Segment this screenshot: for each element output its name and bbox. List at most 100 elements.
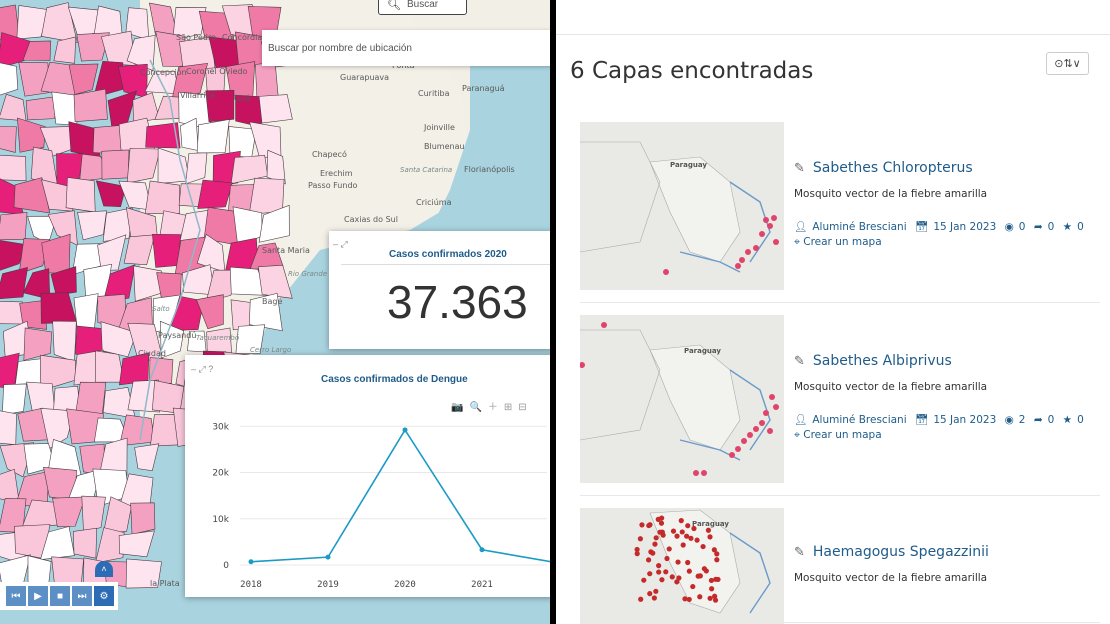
map-region[interactable] bbox=[95, 527, 125, 564]
chart-widget-controls[interactable]: – ⤢ ? bbox=[191, 364, 214, 374]
map-region[interactable] bbox=[52, 320, 77, 363]
map-region[interactable] bbox=[94, 350, 125, 383]
map-region[interactable] bbox=[52, 496, 86, 528]
line-chart[interactable]: 0 10k 20k 30k 2018 2019 2020 2021 bbox=[185, 355, 550, 597]
map-region[interactable] bbox=[73, 88, 108, 122]
map-region[interactable] bbox=[0, 93, 27, 122]
map-region[interactable] bbox=[196, 294, 224, 330]
play-icon[interactable]: ▶ bbox=[28, 586, 48, 606]
stat-widget[interactable]: – ⤢ Casos confirmados 2020 37.363 bbox=[329, 231, 550, 349]
layer-thumbnail[interactable]: Paraguay bbox=[580, 508, 784, 624]
map-region[interactable] bbox=[18, 238, 50, 275]
map-region[interactable] bbox=[0, 154, 27, 181]
map-region[interactable] bbox=[126, 34, 156, 71]
map-region[interactable] bbox=[196, 119, 230, 154]
layer-thumbnail[interactable]: Paraguay bbox=[580, 122, 784, 290]
map-region[interactable] bbox=[0, 126, 17, 153]
map-region[interactable] bbox=[205, 90, 235, 123]
map-region[interactable] bbox=[16, 5, 50, 40]
map-region[interactable] bbox=[73, 293, 99, 331]
layer-title-link[interactable]: ✎ Sabethes Chloropterus bbox=[794, 160, 973, 176]
layer-card[interactable]: Paraguay ✎ Sabethes Chloropterus Mosquito… bbox=[580, 122, 1100, 292]
map-region[interactable] bbox=[17, 117, 46, 153]
map-region[interactable] bbox=[100, 321, 137, 358]
skip-back-icon[interactable]: ⏮︎ bbox=[6, 586, 26, 606]
author-link[interactable]: Aluminé Bresciani bbox=[812, 414, 907, 426]
data-point[interactable] bbox=[402, 427, 408, 433]
map-region[interactable] bbox=[144, 180, 180, 215]
chart-widget[interactable]: – ⤢ ? Casos confirmados de Dengue 📷🔍＋⊞⊟ … bbox=[185, 355, 550, 597]
map-region[interactable] bbox=[257, 264, 293, 299]
playback-controls[interactable]: ⏮︎ ▶ ■ ⏭︎ ⚙ bbox=[0, 582, 118, 610]
map-region[interactable] bbox=[130, 502, 156, 535]
map-region[interactable] bbox=[258, 204, 290, 243]
map-region[interactable] bbox=[25, 96, 59, 121]
map-region[interactable] bbox=[99, 437, 128, 477]
choropleth-regions[interactable] bbox=[0, 2, 293, 594]
map-region[interactable] bbox=[68, 63, 99, 95]
edit-icon[interactable]: ✎ bbox=[794, 161, 805, 176]
map-region[interactable] bbox=[97, 234, 127, 271]
layer-card[interactable]: Paraguay ✎ Sabethes Albiprivus Mosquito v… bbox=[580, 315, 1100, 485]
map-region[interactable] bbox=[101, 149, 130, 180]
gear-icon[interactable]: ⚙ bbox=[94, 586, 114, 606]
map-region[interactable] bbox=[235, 324, 266, 354]
map-region[interactable] bbox=[125, 558, 162, 589]
edit-icon[interactable]: ✎ bbox=[794, 545, 805, 560]
data-point[interactable] bbox=[248, 559, 254, 565]
map-region[interactable] bbox=[40, 292, 77, 324]
map-region[interactable] bbox=[0, 62, 19, 96]
map-region[interactable] bbox=[126, 147, 161, 184]
map-region[interactable] bbox=[249, 292, 283, 332]
stop-icon[interactable]: ■ bbox=[50, 586, 70, 606]
map-region[interactable] bbox=[160, 320, 185, 359]
map-region[interactable] bbox=[172, 6, 207, 41]
map-region[interactable] bbox=[53, 36, 77, 64]
map-region[interactable] bbox=[23, 327, 53, 361]
search-button[interactable]: 🔍︎ Buscar bbox=[378, 0, 467, 15]
map-region[interactable] bbox=[266, 149, 286, 185]
map-region[interactable] bbox=[258, 94, 293, 124]
map-region[interactable] bbox=[40, 408, 76, 450]
map-region[interactable] bbox=[134, 443, 160, 472]
map-region[interactable] bbox=[41, 2, 78, 44]
chart-toolbar[interactable]: 📷🔍＋⊞⊟ bbox=[451, 402, 533, 413]
map-region[interactable] bbox=[0, 266, 28, 300]
map-region[interactable] bbox=[118, 530, 155, 558]
map-region[interactable] bbox=[93, 60, 124, 99]
map-region[interactable] bbox=[255, 61, 279, 101]
sort-button[interactable]: ⊙⇅∨ bbox=[1046, 52, 1089, 75]
map-region[interactable] bbox=[185, 152, 208, 185]
map-region[interactable] bbox=[152, 233, 181, 268]
create-map-link[interactable]: ⌖ Crear un mapa bbox=[794, 236, 882, 248]
map-region[interactable] bbox=[65, 177, 96, 213]
map-region[interactable] bbox=[50, 266, 77, 296]
create-map-link[interactable]: ⌖ Crear un mapa bbox=[794, 429, 882, 441]
layer-thumbnail[interactable]: Paraguay bbox=[580, 315, 784, 483]
map-region[interactable] bbox=[0, 468, 20, 504]
map-region[interactable] bbox=[18, 61, 50, 97]
map-region[interactable] bbox=[145, 122, 181, 149]
author-link[interactable]: Aluminé Bresciani bbox=[812, 221, 907, 233]
map-region[interactable] bbox=[0, 240, 26, 274]
map-region[interactable] bbox=[95, 180, 127, 208]
edit-icon[interactable]: ✎ bbox=[794, 354, 805, 369]
map-region[interactable] bbox=[123, 234, 156, 266]
map-region[interactable] bbox=[197, 179, 233, 209]
map-region[interactable] bbox=[39, 526, 75, 560]
map-region[interactable] bbox=[171, 62, 208, 101]
map-region[interactable] bbox=[103, 496, 132, 534]
map-region[interactable] bbox=[22, 40, 52, 61]
map-region[interactable] bbox=[0, 410, 17, 445]
data-point[interactable] bbox=[479, 547, 485, 553]
location-search-input[interactable]: Buscar por nombre de ubicación bbox=[262, 30, 550, 66]
map-panel[interactable]: São PedroConcórdiaGuarapuavaPontaCuritib… bbox=[0, 0, 550, 624]
map-region[interactable] bbox=[1, 383, 27, 416]
widget-controls[interactable]: – ⤢ bbox=[333, 239, 348, 249]
map-region[interactable] bbox=[77, 210, 107, 241]
map-region[interactable] bbox=[81, 495, 106, 532]
map-region[interactable] bbox=[76, 32, 110, 62]
chevron-up-icon[interactable]: ˄ bbox=[95, 561, 113, 577]
map-region[interactable] bbox=[13, 177, 51, 214]
data-point[interactable] bbox=[325, 554, 331, 560]
